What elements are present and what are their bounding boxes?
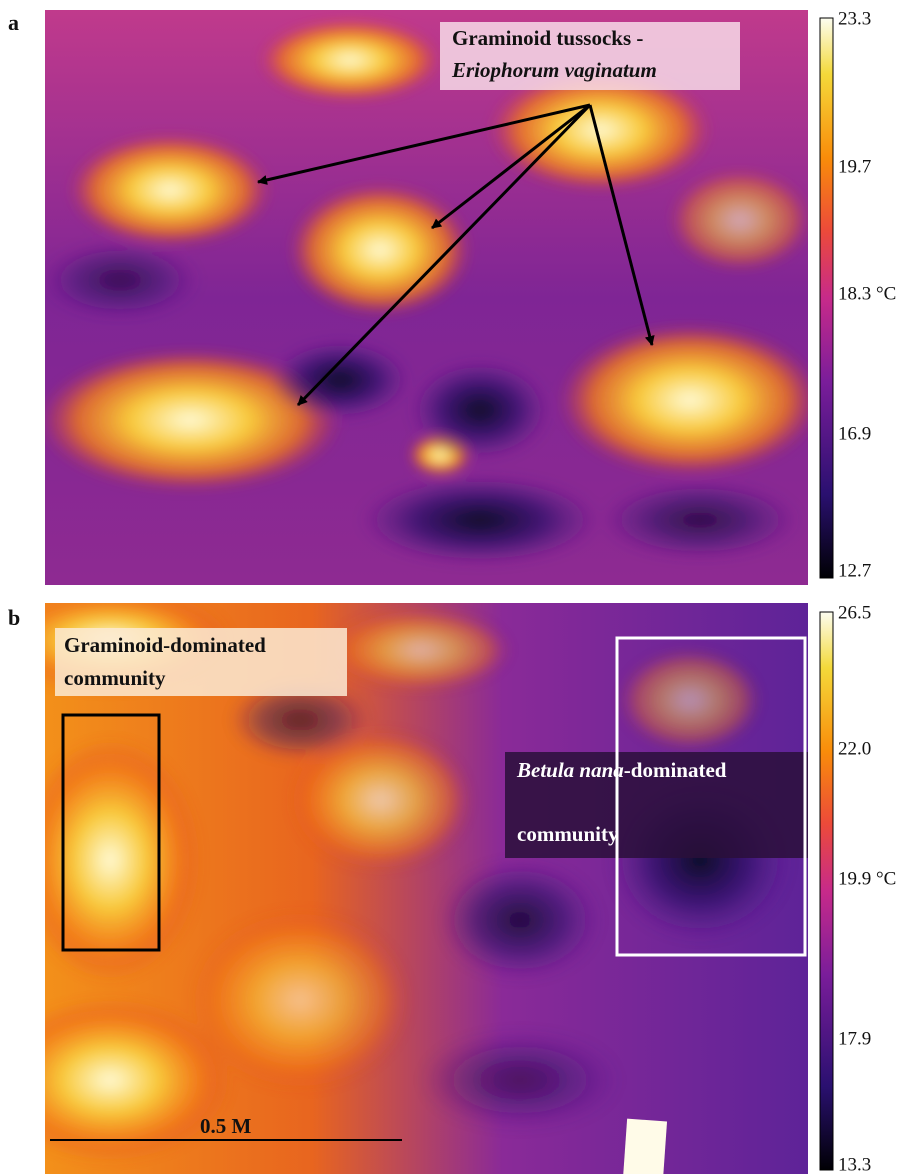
- colorbar-tick-label: 26.5: [838, 602, 871, 623]
- annotation: Graminoid tussocks -: [452, 26, 643, 50]
- panel-label: a: [8, 10, 19, 35]
- colorbar-tick-label: 12.7: [838, 560, 871, 581]
- annotation: Betula nana-dominated: [516, 758, 727, 782]
- highlight-box: [615, 636, 807, 957]
- arrows: [257, 103, 655, 407]
- colorbar-tick-label: 13.3: [838, 1154, 871, 1174]
- thermal-image-a: [45, 10, 808, 585]
- panel-label: b: [8, 605, 20, 630]
- colorbar-tick-label: 19.9 °C: [838, 868, 896, 889]
- colorbar-tick-label: 19.7: [838, 156, 871, 177]
- colorbar-tick-label: 22.0: [838, 738, 871, 759]
- annotation-rest: -dominated: [624, 758, 727, 782]
- colorbar-tick-label: 17.9: [838, 1028, 871, 1049]
- colorbar: [819, 17, 834, 579]
- annotation: Graminoid-dominated: [64, 633, 266, 657]
- annotation-italic: Betula nana: [516, 758, 624, 782]
- colorbar-tick-label: 16.9: [838, 423, 871, 444]
- annotation: Eriophorum vaginatum: [451, 58, 657, 82]
- annotation: community: [517, 822, 619, 846]
- colorbar-tick-label: 18.3 °C: [838, 283, 896, 304]
- thermal-image-b: [45, 603, 808, 1174]
- highlight-box: [61, 713, 161, 952]
- colorbar-tick-label: 23.3: [838, 8, 871, 29]
- annotation: community: [64, 666, 166, 690]
- scale-label: 0.5 M: [200, 1114, 252, 1138]
- colorbar: [819, 611, 834, 1171]
